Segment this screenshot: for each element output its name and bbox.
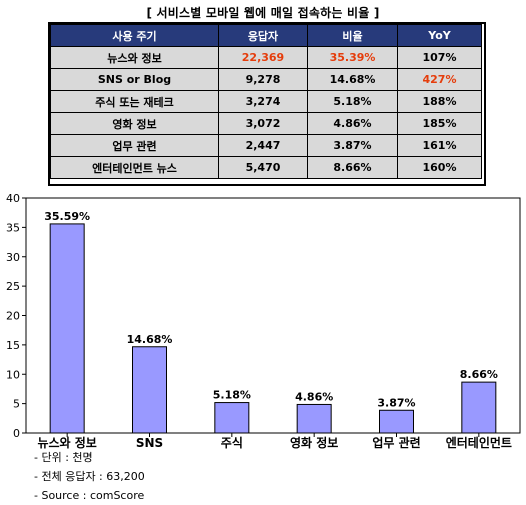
cell-yoy: 427% [397, 68, 482, 91]
y-tick-label: 35 [6, 221, 20, 234]
cell-respondents: 3,072 [218, 112, 308, 135]
y-tick-label: 15 [6, 339, 20, 352]
cell-ratio: 14.68% [307, 68, 398, 91]
bar [461, 381, 497, 434]
cell-respondents: 3,274 [218, 90, 308, 113]
row-label: SNS or Blog [50, 68, 219, 91]
y-tick-label: 40 [6, 192, 20, 205]
data-label: 35.59% [44, 210, 90, 223]
plot-frame [25, 197, 521, 434]
y-tick-label: 5 [13, 398, 20, 411]
bar [49, 223, 85, 434]
y-tick-label: 10 [6, 368, 20, 381]
category-label: 뉴스와 정보 [37, 435, 96, 450]
cell-yoy: 188% [397, 90, 482, 113]
data-label: 14.68% [127, 333, 173, 346]
header-respondents: 응답자 [218, 24, 308, 47]
table-row: 업무 관련 2,447 3.87% 161% [50, 134, 482, 157]
bar [296, 403, 332, 434]
note-unit: - 단위 : 천명 [34, 451, 93, 464]
table-row: 뉴스와 정보 22,369 35.39% 107% [50, 46, 482, 69]
header-usage: 사용 주기 [50, 24, 219, 47]
cell-yoy: 161% [397, 134, 482, 157]
stats-table: 사용 주기 응답자 비율 YoY 뉴스와 정보 22,369 35.39% 107% S… [50, 24, 482, 179]
bar [214, 402, 250, 434]
row-label: 영화 정보 [50, 112, 219, 135]
row-label: 주식 또는 재테크 [50, 90, 219, 113]
row-label: 엔터테인먼트 뉴스 [50, 156, 219, 179]
cell-respondents: 22,369 [218, 46, 308, 69]
data-label: 5.18% [213, 389, 251, 402]
table-row: 엔터테인먼트 뉴스 5,470 8.66% 160% [50, 156, 482, 179]
y-tick-label: 20 [6, 310, 20, 323]
cell-ratio: 4.86% [307, 112, 398, 135]
note-total: - 전체 응답자 : 63,200 [34, 470, 145, 483]
header-ratio: 비율 [307, 24, 398, 47]
table-row: 영화 정보 3,072 4.86% 185% [50, 112, 482, 135]
cell-respondents: 5,470 [218, 156, 308, 179]
category-label: SNS [136, 436, 163, 450]
category-label: 주식 [221, 435, 243, 450]
data-label: 8.66% [460, 368, 498, 381]
cell-yoy: 185% [397, 112, 482, 135]
cell-respondents: 2,447 [218, 134, 308, 157]
category-label: 업무 관련 [372, 435, 420, 450]
table-header-row: 사용 주기 응답자 비율 YoY [50, 24, 482, 47]
data-label: 4.86% [295, 390, 333, 403]
category-label: 영화 정보 [290, 435, 338, 450]
cell-respondents: 9,278 [218, 68, 308, 91]
row-label: 뉴스와 정보 [50, 46, 219, 69]
table-row: SNS or Blog 9,278 14.68% 427% [50, 68, 482, 91]
bar [379, 409, 414, 434]
data-label: 3.87% [377, 396, 415, 409]
y-tick-label: 30 [6, 251, 20, 264]
bar [132, 346, 167, 434]
cell-ratio: 3.87% [307, 134, 398, 157]
header-yoy: YoY [397, 24, 482, 47]
page-title: [ 서비스별 모바일 웹에 매일 접속하는 비율 ] [146, 6, 380, 20]
table-row: 주식 또는 재테크 3,274 5.18% 188% [50, 90, 482, 113]
cell-yoy: 160% [397, 156, 482, 179]
y-tick-label: 0 [13, 427, 20, 440]
cell-ratio: 35.39% [307, 46, 398, 69]
bar-chart: 0 5 10 15 20 25 30 35 40 35.59% 뉴스와 정보 14.68% SNS 5.1… [6, 192, 521, 450]
row-label: 업무 관련 [50, 134, 219, 157]
y-tick-label: 25 [6, 280, 20, 293]
notes: - 단위 : 천명 - 전체 응답자 : 63,200 - Source : c… [34, 448, 145, 505]
cell-ratio: 5.18% [307, 90, 398, 113]
category-label: 엔터테인먼트 [446, 435, 512, 450]
note-source: - Source : comScore [34, 489, 145, 502]
cell-yoy: 107% [397, 46, 482, 69]
cell-ratio: 8.66% [307, 156, 398, 179]
